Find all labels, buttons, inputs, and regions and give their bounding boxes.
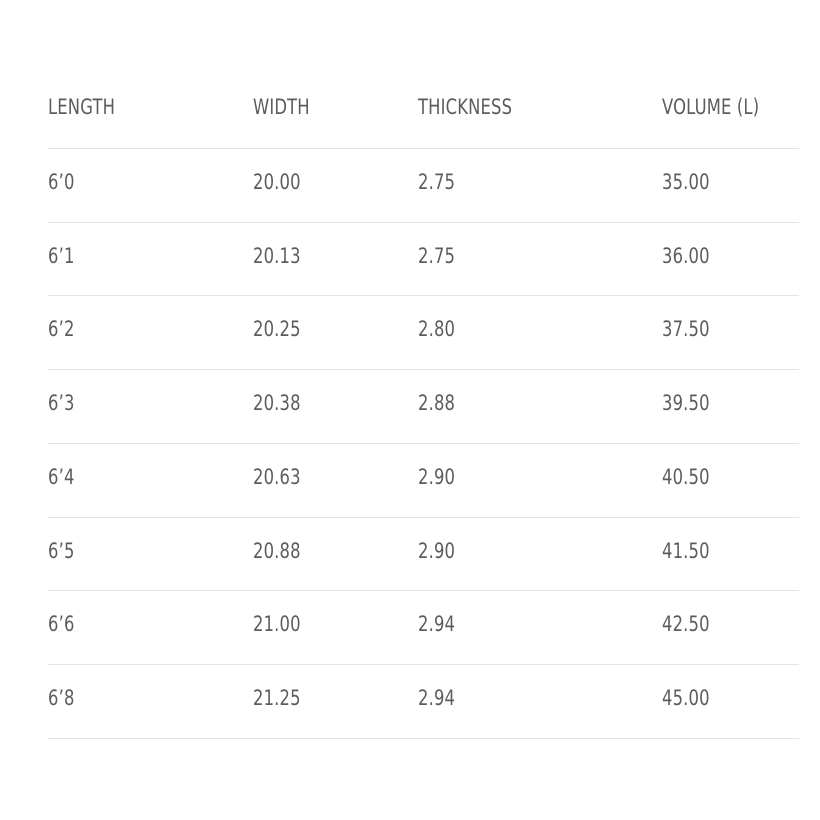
table-cell: 6’3 <box>48 391 75 415</box>
table-cell: 20.13 <box>253 244 301 268</box>
table-cell: 45.00 <box>662 686 710 710</box>
table-cell: 20.00 <box>253 170 301 194</box>
table-cell: 2.94 <box>418 686 456 710</box>
table-cell: 20.63 <box>253 465 301 489</box>
table-cell: 36.00 <box>662 244 710 268</box>
table-cell: 41.50 <box>662 539 710 563</box>
row-divider <box>48 517 799 518</box>
row-divider <box>48 443 799 444</box>
row-divider <box>48 738 799 739</box>
row-divider <box>48 222 799 223</box>
table-cell: 37.50 <box>662 317 710 341</box>
column-header: LENGTH <box>48 95 116 119</box>
table-cell: 2.75 <box>418 244 456 268</box>
table-cell: 40.50 <box>662 465 710 489</box>
column-header: THICKNESS <box>418 95 513 119</box>
table-cell: 6’6 <box>48 612 75 636</box>
table-cell: 6’1 <box>48 244 75 268</box>
table-cell: 39.50 <box>662 391 710 415</box>
table-cell: 35.00 <box>662 170 710 194</box>
table-cell: 21.25 <box>253 686 301 710</box>
column-header: VOLUME (L) <box>662 95 760 119</box>
table-cell: 6’5 <box>48 539 75 563</box>
table-cell: 6’2 <box>48 317 75 341</box>
table-cell: 6’0 <box>48 170 75 194</box>
table-cell: 2.75 <box>418 170 456 194</box>
table-cell: 20.88 <box>253 539 301 563</box>
table-cell: 20.38 <box>253 391 301 415</box>
table-cell: 2.88 <box>418 391 456 415</box>
table-cell: 2.90 <box>418 465 456 489</box>
table-cell: 20.25 <box>253 317 301 341</box>
column-header: WIDTH <box>253 95 310 119</box>
row-divider <box>48 295 799 296</box>
row-divider <box>48 664 799 665</box>
table-cell: 2.94 <box>418 612 456 636</box>
table-cell: 6’4 <box>48 465 75 489</box>
row-divider <box>48 369 799 370</box>
table-cell: 2.90 <box>418 539 456 563</box>
row-divider <box>48 148 799 149</box>
table-cell: 6’8 <box>48 686 75 710</box>
table-cell: 42.50 <box>662 612 710 636</box>
table-cell: 21.00 <box>253 612 301 636</box>
table-cell: 2.80 <box>418 317 456 341</box>
row-divider <box>48 590 799 591</box>
